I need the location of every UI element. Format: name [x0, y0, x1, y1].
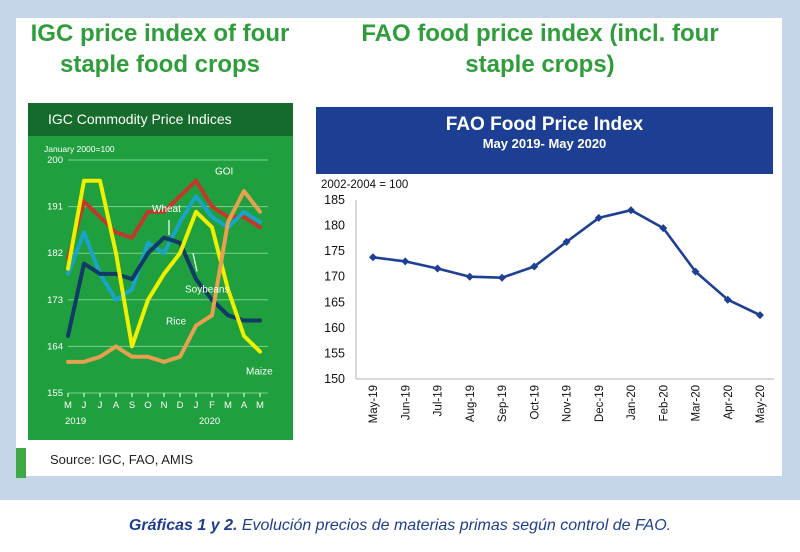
igc-heading: IGC price index of four staple food crop…: [30, 20, 290, 78]
fao-x-tick-label: Sep-19: [497, 385, 509, 422]
igc-annotation-wheat: Wheat: [152, 204, 181, 215]
igc-x-tick-label: J: [194, 400, 199, 411]
fao-y-tick-label: 165: [324, 295, 345, 309]
igc-x-tick-label: J: [98, 400, 103, 411]
fao-y-tick-label: 155: [324, 346, 345, 360]
igc-y-tick-label: 164: [47, 341, 63, 352]
igc-annotation-goi: GOI: [215, 167, 233, 178]
fao-x-tick-label: Jun-19: [400, 385, 412, 420]
igc-y-tick-label: 182: [47, 248, 63, 259]
fao-y-tick-label: 170: [324, 270, 345, 284]
fao-x-tick-label: Apr-20: [723, 385, 735, 420]
fao-series-line: [372, 208, 761, 317]
fao-x-tick-label: Dec-19: [594, 385, 606, 422]
figure-caption: Gráficas 1 y 2. Evolución precios de mat…: [0, 517, 800, 535]
igc-x-tick-label: S: [129, 400, 135, 411]
fao-data-point: [659, 224, 668, 233]
fao-x-tick-label: Jul-19: [433, 385, 445, 416]
fao-x-tick-label: Feb-20: [658, 385, 670, 421]
igc-arrow-soybeans: [192, 253, 198, 272]
fao-heading: FAO food price index (incl. four staple …: [361, 20, 719, 78]
source-note: Source: IGC, FAO, AMIS: [50, 452, 194, 467]
fao-x-tick-label: Nov-19: [562, 385, 574, 422]
igc-year-label: 2020: [199, 416, 220, 427]
igc-y-unit: January 2000=100: [44, 144, 115, 154]
igc-x-tick-label: J: [82, 400, 87, 411]
igc-series-line-maize: [66, 189, 262, 364]
fao-y-tick-label: 150: [324, 372, 345, 386]
fao-x-tick-label: May-20: [755, 385, 767, 423]
fao-chart-subtitle: May 2019- May 2020: [482, 136, 607, 151]
igc-series-line-soybeans: [66, 235, 262, 338]
igc-x-tick-label: M: [224, 400, 232, 411]
fao-x-tick-label: Oct-19: [529, 385, 541, 420]
fao-data-point: [498, 273, 506, 282]
caption-label: Gráficas 1 y 2.: [128, 517, 238, 534]
igc-chart-title: IGC Commodity Price Indices: [28, 103, 293, 136]
fao-data-point: [756, 311, 764, 320]
igc-x-tick-label: A: [241, 400, 248, 411]
fao-data-point: [369, 253, 377, 262]
igc-series-line-rice: [66, 178, 262, 354]
fao-x-tick-label: Aug-19: [465, 385, 477, 422]
fao-x-tick-label: Mar-20: [691, 385, 703, 421]
fao-y-tick-label: 160: [324, 321, 345, 335]
fao-chart-banner: [316, 107, 773, 174]
fao-y-tick-label: 175: [324, 244, 345, 258]
fao-x-tick-label: Jan-20: [626, 385, 638, 420]
igc-annotation-soybeans: Soybeans: [185, 285, 229, 296]
fao-data-point: [691, 267, 700, 276]
igc-x-tick-label: A: [113, 400, 120, 411]
igc-x-tick-label: M: [64, 400, 72, 411]
fao-data-point: [627, 206, 635, 215]
igc-x-tick-label: O: [144, 400, 151, 411]
fao-data-point: [530, 262, 539, 271]
igc-series-line-goi: [66, 178, 262, 261]
fao-data-point: [433, 264, 442, 273]
igc-y-tick-label: 191: [47, 202, 63, 213]
igc-y-tick-label: 155: [47, 388, 63, 399]
accent-bar: [16, 448, 26, 478]
igc-x-tick-label: N: [161, 400, 168, 411]
fao-y-tick-label: 185: [324, 193, 345, 207]
caption-text: Evolución precios de materias primas seg…: [241, 517, 672, 534]
igc-x-tick-label: F: [209, 400, 215, 411]
igc-annotation-rice: Rice: [166, 317, 186, 328]
igc-y-tick-label: 173: [47, 295, 63, 306]
igc-chart-background: [28, 103, 293, 440]
igc-y-tick-label: 200: [47, 155, 63, 166]
fao-data-point: [401, 257, 410, 266]
fao-y-tick-label: 180: [324, 219, 345, 233]
fao-data-point: [723, 295, 732, 304]
fao-y-unit: 2002-2004 = 100: [321, 179, 408, 191]
fao-data-point: [562, 237, 571, 246]
igc-year-label: 2019: [65, 416, 86, 427]
igc-annotation-maize: Maize: [246, 366, 273, 377]
fao-data-point: [465, 272, 474, 281]
fao-chart-title: FAO Food Price Index: [445, 114, 644, 135]
igc-x-tick-label: D: [177, 400, 184, 411]
fao-data-point: [594, 213, 603, 222]
fao-x-tick-label: May-19: [368, 385, 380, 423]
igc-x-tick-label: M: [256, 400, 264, 411]
